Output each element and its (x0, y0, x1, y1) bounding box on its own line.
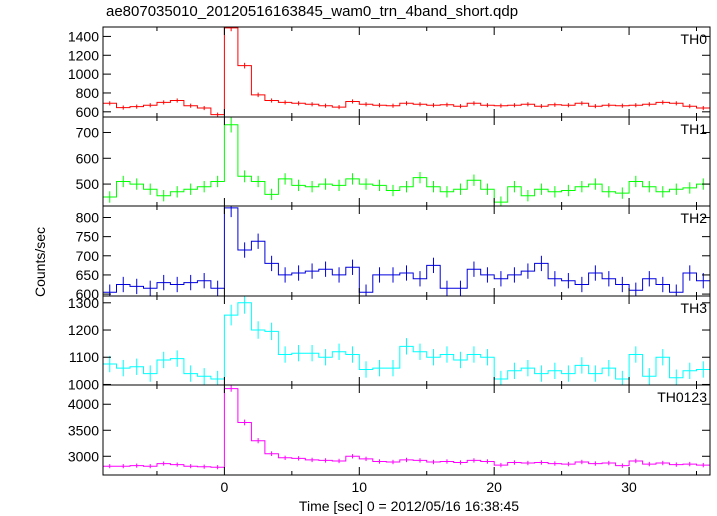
th1-panel-label: TH1 (681, 121, 708, 137)
th3-y-tick-label: 1200 (68, 322, 99, 338)
th1-y-tick-label: 600 (76, 150, 100, 166)
x-tick-label: 10 (351, 479, 367, 495)
th2-panel-label: TH2 (681, 210, 708, 226)
th3-y-tick-label: 1000 (68, 376, 99, 392)
x-tick-label: 20 (486, 479, 502, 495)
th1-y-tick-label: 500 (76, 176, 100, 192)
th0123-y-tick-label: 4000 (68, 396, 99, 412)
th0-y-tick-label: 1400 (68, 28, 99, 44)
x-axis-label: Time [sec] 0 = 2012/05/16 16:38:45 (298, 498, 520, 514)
th0-y-tick-label: 800 (76, 85, 100, 101)
th2-y-tick-label: 700 (76, 248, 100, 264)
th0123-y-tick-label: 3500 (68, 422, 99, 438)
th0-y-tick-label: 600 (76, 104, 100, 120)
th2-y-tick-label: 800 (76, 209, 100, 225)
th0-y-tick-label: 1000 (68, 66, 99, 82)
th0-y-tick-label: 1200 (68, 47, 99, 63)
th2-y-tick-label: 600 (76, 286, 100, 302)
th3-y-tick-label: 1300 (68, 295, 99, 311)
x-tick-label: 0 (221, 479, 229, 495)
th2-y-tick-label: 750 (76, 229, 100, 245)
th3-panel-label: TH3 (681, 300, 708, 316)
chart-title: ae807035010_20120516163845_wam0_trn_4ban… (106, 3, 519, 20)
th0123-series-line (103, 388, 710, 468)
th1-y-tick-label: 700 (76, 124, 100, 140)
th2-y-tick-label: 650 (76, 267, 100, 283)
x-tick-label: 30 (621, 479, 637, 495)
th0123-y-tick-label: 3000 (68, 448, 99, 464)
th0-panel-label: TH0 (681, 31, 708, 47)
th0123-panel-label: TH0123 (657, 389, 707, 405)
th3-y-tick-label: 1100 (69, 349, 99, 365)
